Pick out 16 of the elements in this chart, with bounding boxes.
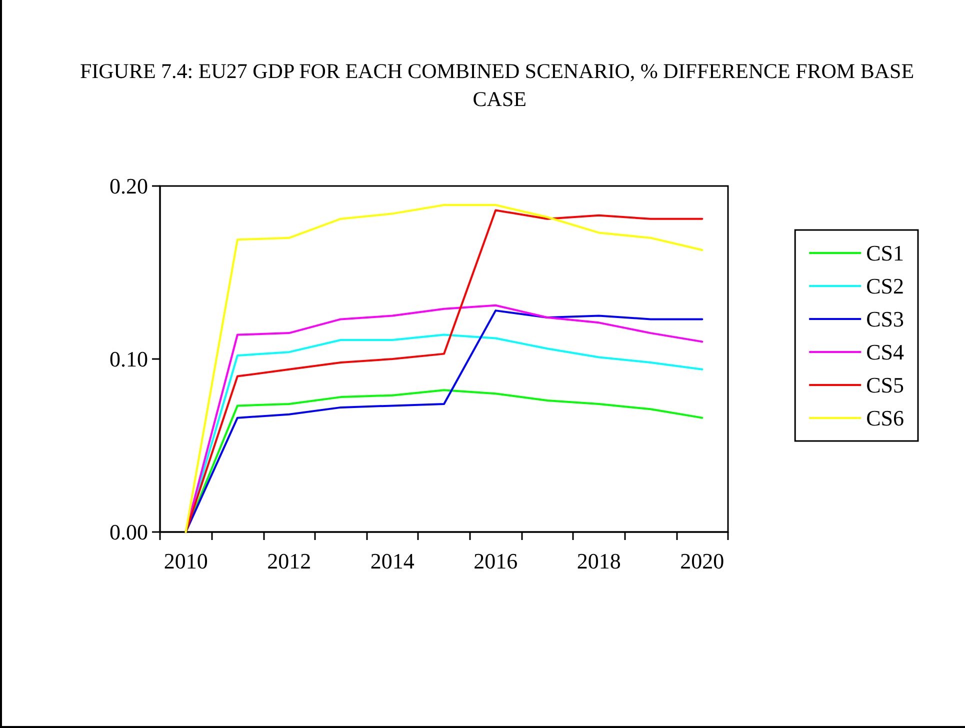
legend-label: CS2 bbox=[866, 274, 904, 298]
x-tick-label: 2016 bbox=[474, 548, 518, 574]
legend-label: CS6 bbox=[866, 406, 904, 430]
chart-title: FIGURE 7.4: EU27 GDP FOR EACH COMBINED SCENARIO, % DIFFERENCE FROM BASE CASE bbox=[80, 59, 914, 111]
legend-label: CS4 bbox=[866, 340, 904, 364]
y-tick-label: 0.20 bbox=[110, 174, 148, 198]
y-tick-label: 0.10 bbox=[110, 346, 148, 372]
legend-label: CS3 bbox=[866, 306, 904, 332]
y-tick-label: 0.00 bbox=[110, 520, 148, 544]
x-tick-label: 2020 bbox=[680, 548, 724, 574]
x-tick-label: 2010 bbox=[164, 548, 208, 574]
legend-label: CS5 bbox=[866, 372, 904, 398]
x-tick-label: 2018 bbox=[576, 548, 621, 574]
x-tick-label: 2014 bbox=[370, 548, 414, 574]
x-tick-label: 2012 bbox=[267, 548, 312, 574]
legend-label: CS1 bbox=[866, 240, 904, 266]
